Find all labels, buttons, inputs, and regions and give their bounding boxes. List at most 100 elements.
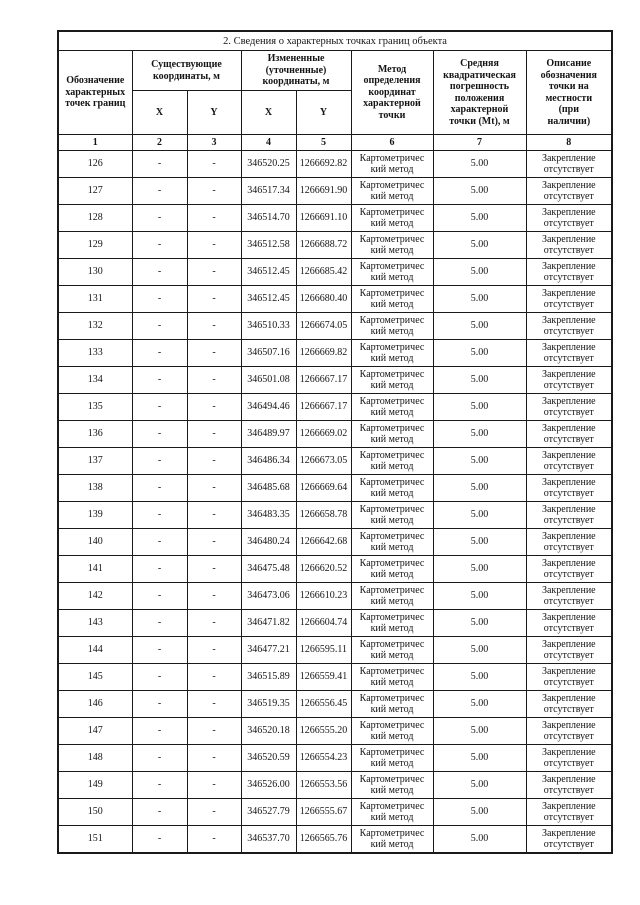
description-cell: Закрепление отсутствует [525,231,613,259]
mt-error-cell: 5.00 [432,501,527,529]
mt-error-cell: 5.00 [432,528,527,556]
method-cell: Картометричес кий метод [350,312,434,340]
description-cell: Закрепление отсутствует [525,636,613,664]
point-id-cell: 140 [57,528,133,556]
y-changed-cell: 1266691.10 [295,204,352,232]
header-y-changed: Y [295,90,352,135]
x-existing-cell: - [131,231,188,259]
x-existing-cell: - [131,582,188,610]
x-existing-cell: - [131,339,188,367]
description-cell: Закрепление отсутствует [525,447,613,475]
description-cell: Закрепление отсутствует [525,177,613,205]
header-changed-coordinates: Измененные (уточненные) координаты, м [240,50,352,91]
method-cell: Картометричес кий метод [350,582,434,610]
y-changed-cell: 1266553.56 [295,771,352,799]
table-row: 126 - - 346520.25 1266692.82 Картометрич… [57,150,613,178]
point-id-cell: 129 [57,231,133,259]
point-id-cell: 128 [57,204,133,232]
point-id-cell: 146 [57,690,133,718]
x-changed-cell: 346512.45 [240,285,297,313]
x-changed-cell: 346514.70 [240,204,297,232]
description-cell: Закрепление отсутствует [525,717,613,745]
mt-error-cell: 5.00 [432,825,527,853]
method-cell: Картометричес кий метод [350,528,434,556]
x-changed-cell: 346527.79 [240,798,297,826]
table-row: 147 - - 346520.18 1266555.20 Картометрич… [57,717,613,745]
x-changed-cell: 346515.89 [240,663,297,691]
method-cell: Картометричес кий метод [350,339,434,367]
method-cell: Картометричес кий метод [350,393,434,421]
method-cell: Картометричес кий метод [350,366,434,394]
mt-error-cell: 5.00 [432,177,527,205]
x-existing-cell: - [131,717,188,745]
method-cell: Картометричес кий метод [350,204,434,232]
point-id-cell: 143 [57,609,133,637]
description-cell: Закрепление отсутствует [525,258,613,286]
point-id-cell: 139 [57,501,133,529]
y-changed-cell: 1266680.40 [295,285,352,313]
point-id-cell: 150 [57,798,133,826]
header-mt-error: Средняя квадратическая погрешность полож… [432,50,527,135]
y-existing-cell: - [186,825,242,853]
column-number-7: 7 [432,134,527,151]
description-cell: Закрепление отсутствует [525,204,613,232]
description-cell: Закрепление отсутствует [525,663,613,691]
table-row: 145 - - 346515.89 1266559.41 Картометрич… [57,663,613,691]
point-id-cell: 130 [57,258,133,286]
mt-error-cell: 5.00 [432,582,527,610]
y-changed-cell: 1266555.67 [295,798,352,826]
header-y-existing: Y [186,90,242,135]
y-existing-cell: - [186,420,242,448]
column-number-6: 6 [350,134,434,151]
description-cell: Закрепление отсутствует [525,555,613,583]
header-designation: Обозначение характерных точек границ [57,50,133,135]
x-changed-cell: 346517.34 [240,177,297,205]
method-cell: Картометричес кий метод [350,690,434,718]
mt-error-cell: 5.00 [432,717,527,745]
mt-error-cell: 5.00 [432,555,527,583]
x-changed-cell: 346537.70 [240,825,297,853]
point-id-cell: 126 [57,150,133,178]
point-id-cell: 141 [57,555,133,583]
method-cell: Картометричес кий метод [350,555,434,583]
table-row: 131 - - 346512.45 1266680.40 Картометрич… [57,285,613,313]
description-cell: Закрепление отсутствует [525,420,613,448]
x-changed-cell: 346507.16 [240,339,297,367]
section-title-row: 2. Сведения о характерных точках границ … [57,30,613,51]
x-existing-cell: - [131,528,188,556]
description-cell: Закрепление отсутствует [525,690,613,718]
mt-error-cell: 5.00 [432,285,527,313]
table-row: 148 - - 346520.59 1266554.23 Картометрич… [57,744,613,772]
mt-error-cell: 5.00 [432,204,527,232]
x-changed-cell: 346520.59 [240,744,297,772]
x-changed-cell: 346475.48 [240,555,297,583]
header-existing-coordinates: Существующие координаты, м [131,50,242,91]
y-existing-cell: - [186,150,242,178]
x-changed-cell: 346510.33 [240,312,297,340]
y-existing-cell: - [186,663,242,691]
table-row: 142 - - 346473.06 1266610.23 Картометрич… [57,582,613,610]
method-cell: Картометричес кий метод [350,447,434,475]
y-changed-cell: 1266556.45 [295,690,352,718]
x-changed-cell: 346477.21 [240,636,297,664]
method-cell: Картометричес кий метод [350,285,434,313]
table-row: 143 - - 346471.82 1266604.74 Картометрич… [57,609,613,637]
x-existing-cell: - [131,474,188,502]
y-changed-cell: 1266674.05 [295,312,352,340]
x-existing-cell: - [131,744,188,772]
table-row: 151 - - 346537.70 1266565.76 Картометрич… [57,825,613,853]
column-number-1: 1 [57,134,133,151]
y-existing-cell: - [186,366,242,394]
x-changed-cell: 346512.58 [240,231,297,259]
x-changed-cell: 346501.08 [240,366,297,394]
method-cell: Картометричес кий метод [350,258,434,286]
point-id-cell: 135 [57,393,133,421]
method-cell: Картометричес кий метод [350,663,434,691]
x-existing-cell: - [131,825,188,853]
table-row: 140 - - 346480.24 1266642.68 Картометрич… [57,528,613,556]
point-id-cell: 127 [57,177,133,205]
y-changed-cell: 1266620.52 [295,555,352,583]
y-existing-cell: - [186,312,242,340]
mt-error-cell: 5.00 [432,744,527,772]
x-existing-cell: - [131,798,188,826]
